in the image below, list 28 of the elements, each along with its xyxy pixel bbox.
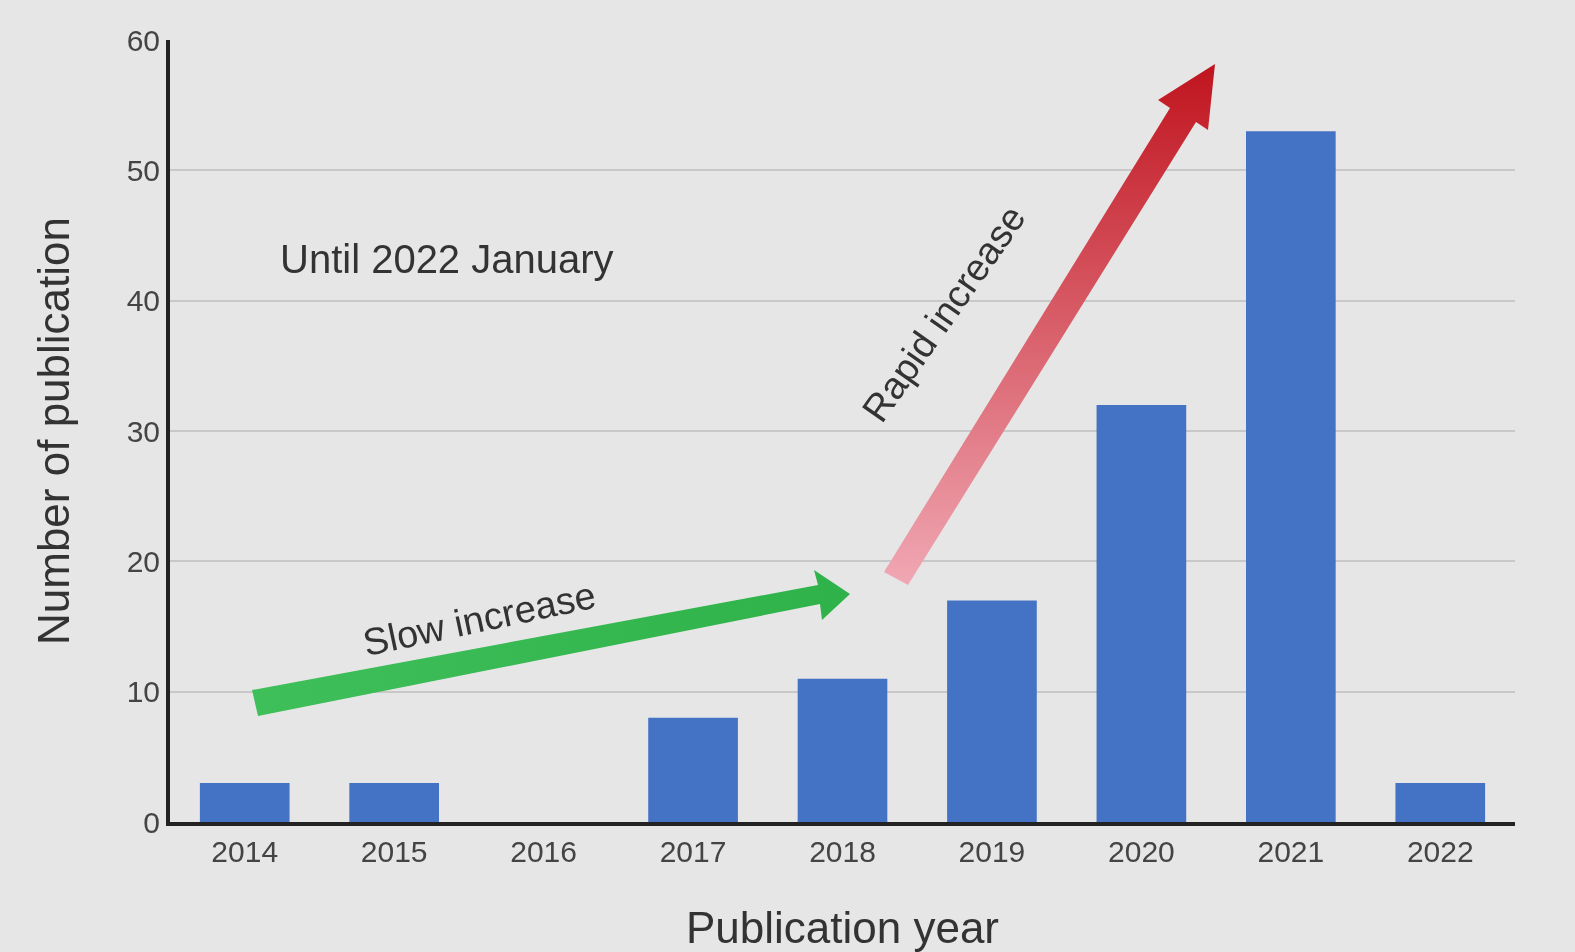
bar: [1395, 782, 1486, 822]
bar: [1096, 404, 1187, 822]
x-tick-label: 2020: [1108, 835, 1175, 868]
bar: [947, 600, 1037, 822]
y-tick-label: 60: [126, 23, 160, 57]
annotation: Until 2022 January: [280, 237, 614, 281]
bar: [648, 717, 738, 822]
y-axis-title: Number of publication: [29, 216, 78, 646]
y-tick-label: 10: [126, 675, 160, 709]
bar: [199, 782, 290, 822]
x-tick-label: 2022: [1406, 835, 1474, 868]
y-tick-label: 0: [143, 805, 160, 839]
x-tick-label: 2014: [211, 835, 279, 868]
annotation: Slow increase: [359, 573, 600, 665]
x-tick-label: 2015: [360, 835, 428, 868]
x-tick-label: 2016: [510, 835, 577, 868]
y-tick-label: 30: [126, 414, 160, 448]
x-tick-label: 2019: [958, 835, 1026, 868]
x-tick-label: 2021: [1257, 835, 1325, 868]
y-tick-label: 20: [126, 544, 160, 578]
x-tick-label: 2017: [659, 835, 727, 868]
y-tick-label: 40: [126, 284, 160, 318]
bar: [1246, 131, 1336, 822]
x-tick-label: 2018: [809, 835, 876, 868]
y-tick-label: 50: [126, 153, 160, 187]
x-axis-title: Publication year: [685, 903, 1000, 952]
bar: [349, 782, 439, 822]
bar: [797, 678, 888, 822]
